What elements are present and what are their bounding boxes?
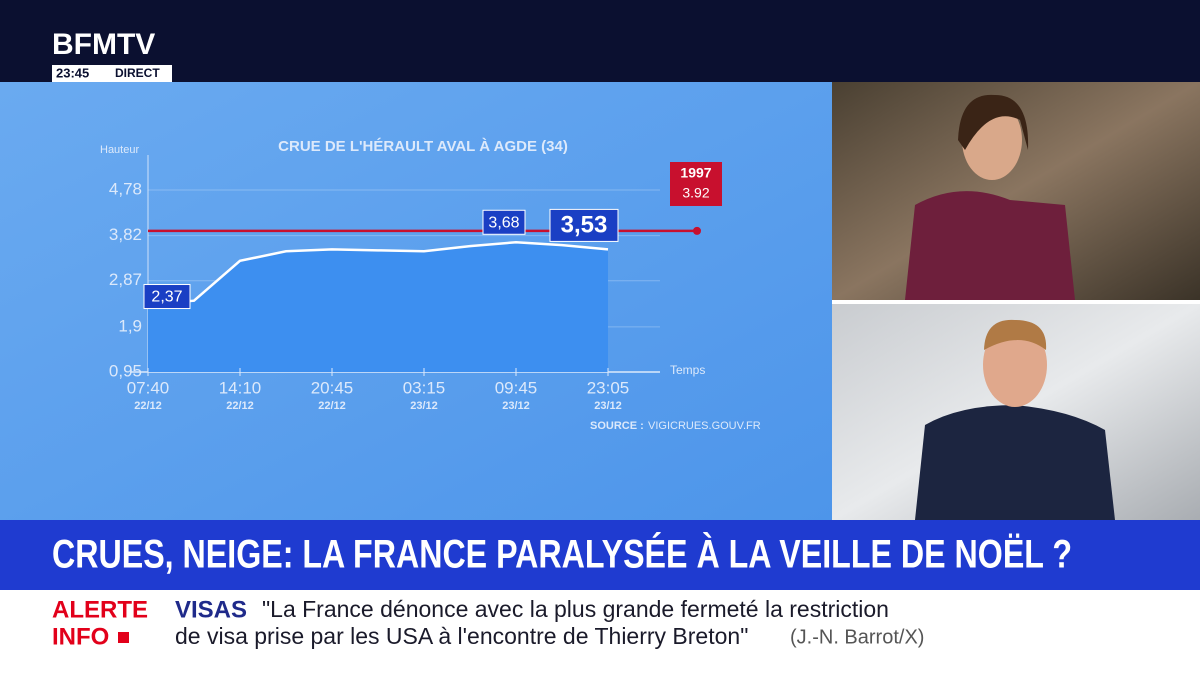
y-tick-label: 2,87 <box>109 270 142 289</box>
clock-box <box>52 65 172 82</box>
headline-band <box>0 520 1200 590</box>
x-tick-date: 22/12 <box>134 400 162 412</box>
x-tick-label: 09:45 <box>495 378 538 397</box>
x-tick-label: 14:10 <box>219 378 262 397</box>
value-label-box <box>143 284 191 310</box>
presenter-figure <box>905 191 1075 300</box>
line <box>147 241 609 306</box>
x-tick-label: 20:45 <box>311 378 354 397</box>
alert-label: ALERTE <box>52 596 148 623</box>
ticker <box>0 590 1200 675</box>
ticker-line: "La France dénonce avec la plus grande f… <box>262 596 889 622</box>
headline: CRUES, NEIGE: LA FRANCE PARALYSÉE À LA V… <box>52 532 1072 577</box>
x-tick-label: 07:40 <box>127 378 170 397</box>
value-label: 3,53 <box>561 212 608 239</box>
top-bar <box>0 0 1200 82</box>
y-tick-label: 0,95 <box>109 361 142 380</box>
ticker-attribution: (J.-N. Barrot/X) <box>790 626 924 648</box>
guest-head <box>983 323 1047 407</box>
x-tick-date: 22/12 <box>318 400 346 412</box>
info-label: INFO <box>52 623 109 650</box>
presenter-hair <box>958 94 1029 150</box>
ticker-topic: VISAS <box>175 596 247 623</box>
reference-dot <box>693 226 701 235</box>
guest-hair <box>984 319 1047 350</box>
source-label: SOURCE : <box>590 420 644 432</box>
ticker-line: de visa prise par les USA à l'encontre d… <box>175 623 748 649</box>
value-label-box <box>482 209 526 235</box>
value-label-box <box>549 208 619 242</box>
reference-box <box>670 162 722 206</box>
value-label: 2,37 <box>151 289 182 306</box>
y-axis-label: Hauteur <box>100 144 139 156</box>
y-tick-label: 1,9 <box>118 316 142 335</box>
live-label: DIRECT <box>115 66 160 80</box>
x-axis-label: Temps <box>670 363 705 377</box>
chart-title: CRUE DE L'HÉRAULT AVAL À AGDE (34) <box>278 138 568 155</box>
value-label: 3,68 <box>488 214 519 231</box>
y-tick-label: 3,82 <box>109 225 142 244</box>
reference-value: 3.92 <box>682 185 709 201</box>
info-square <box>118 632 129 643</box>
x-tick-date: 23/12 <box>502 400 530 412</box>
y-tick-label: 4,78 <box>109 179 142 198</box>
area <box>148 242 608 372</box>
x-tick-date: 23/12 <box>410 400 438 412</box>
source: VIGICRUES.GOUV.FR <box>648 420 761 432</box>
x-tick-label: 23:05 <box>587 378 630 397</box>
x-tick-label: 03:15 <box>403 378 446 397</box>
reference-name: 1997 <box>680 165 711 181</box>
channel-logo: BFMTV <box>52 28 155 61</box>
guest-figure <box>915 405 1115 520</box>
x-tick-date: 22/12 <box>226 400 254 412</box>
x-tick-date: 23/12 <box>594 400 622 412</box>
clock: 23:45 <box>56 65 89 80</box>
